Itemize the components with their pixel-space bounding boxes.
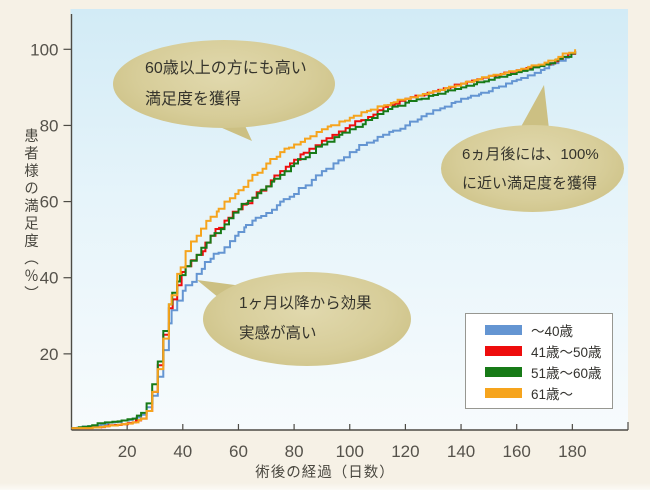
x-axis-title: 術後の経過（日数） [255, 465, 395, 481]
annotation-text: に近い満足度を獲得 [462, 174, 598, 192]
legend-item-over61: 61歳～ [485, 382, 612, 403]
x-tick-label: 180 [558, 442, 586, 461]
x-tick-label: 120 [391, 442, 419, 461]
y-tick-label: 20 [40, 345, 59, 364]
x-tick-label: 20 [118, 442, 137, 461]
legend-item-51-60: 51歳～60歳 [485, 361, 612, 382]
annotation-text: 60歳以上の方にも高い [145, 60, 307, 77]
y-tick-label: 60 [40, 193, 59, 212]
series-line-2 [71, 51, 577, 430]
x-tick-label: 140 [447, 442, 475, 461]
legend-swatch-over61 [485, 387, 522, 398]
legend-label: 51歳～60歳 [531, 365, 602, 381]
legend-item-under40: ～40歳 [485, 319, 612, 340]
y-axis-title: 患者様の満足度（％） [22, 128, 38, 303]
annotation-text: 1ヶ月以降から効果 [239, 295, 372, 312]
annotation-bubble-one-month: 1ヶ月以降から効果 実感が高い [203, 272, 411, 366]
legend-swatch-under40 [485, 324, 522, 335]
legend-swatch-41-50 [485, 345, 522, 356]
annotation-text: 実感が高い [239, 325, 317, 342]
annotation-bubble-six-months: 6ヵ月後には、100% に近い満足度を獲得 [441, 125, 624, 212]
y-tick-label: 80 [40, 116, 59, 135]
legend-swatch-51-60 [485, 366, 522, 377]
legend: ～40歳 41歳～50歳 51歳～60歳 61歳～ [465, 313, 613, 409]
annotation-text: 6ヵ月後には、100% [462, 145, 599, 163]
annotation-text: 満足度を獲得 [145, 91, 242, 108]
legend-label: 41歳～50歳 [531, 344, 602, 360]
series-line-3 [71, 49, 577, 430]
y-tick-label: 100 [30, 40, 58, 59]
legend-item-41-50: 41歳～50歳 [485, 340, 612, 361]
legend-label: 61歳～ [531, 386, 574, 402]
annotation-bubble-seniors: 60歳以上の方にも高い 満足度を獲得 [113, 40, 335, 128]
legend-label: ～40歳 [531, 323, 574, 339]
x-tick-label: 80 [285, 442, 304, 461]
x-tick-label: 160 [503, 442, 531, 461]
x-tick-label: 60 [229, 442, 248, 461]
x-tick-label: 100 [336, 442, 364, 461]
x-tick-label: 40 [173, 442, 192, 461]
y-tick-label: 40 [40, 269, 59, 288]
